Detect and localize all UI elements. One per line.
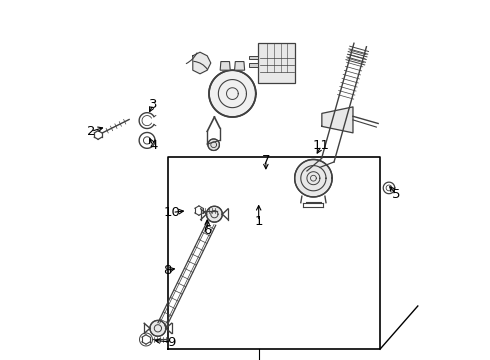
Text: 9: 9	[167, 336, 175, 348]
Text: 11: 11	[313, 139, 330, 152]
Text: 10: 10	[164, 206, 181, 219]
Polygon shape	[150, 320, 166, 336]
Polygon shape	[258, 43, 295, 83]
Text: 8: 8	[163, 264, 172, 276]
Polygon shape	[220, 62, 230, 70]
Text: 4: 4	[149, 139, 157, 152]
Polygon shape	[193, 52, 211, 74]
Text: 5: 5	[392, 188, 400, 201]
Polygon shape	[235, 62, 245, 70]
Polygon shape	[208, 139, 220, 150]
Polygon shape	[209, 70, 256, 117]
Polygon shape	[294, 159, 332, 197]
Text: 6: 6	[203, 224, 211, 237]
Text: 7: 7	[262, 154, 270, 167]
Polygon shape	[248, 56, 258, 59]
Polygon shape	[248, 63, 258, 67]
Text: 1: 1	[254, 215, 263, 228]
Polygon shape	[206, 206, 222, 222]
Text: 3: 3	[149, 98, 157, 111]
Polygon shape	[322, 107, 353, 133]
Text: 2: 2	[87, 125, 95, 138]
